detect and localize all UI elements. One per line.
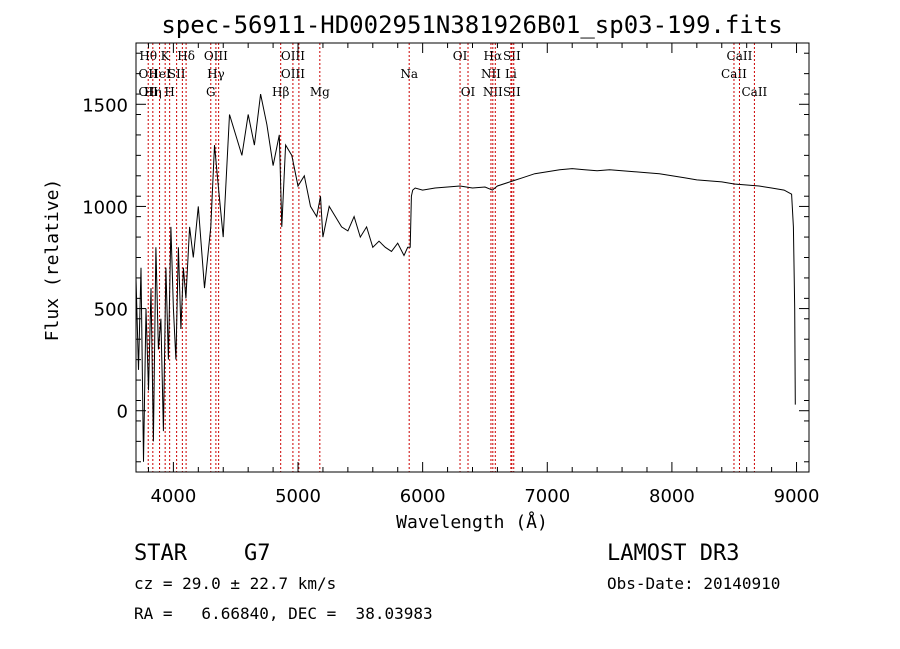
plot-frame: [135, 42, 810, 473]
line-marker-label: OI: [453, 49, 468, 63]
line-marker-label: CaII: [741, 85, 767, 99]
object-class: STAR: [134, 541, 188, 566]
line-marker-label: CaII: [721, 67, 747, 81]
flux-series-line: [135, 93, 796, 462]
line-marker-label: SII: [503, 85, 521, 99]
x-tick-label: 9000: [774, 486, 820, 507]
line-marker-label: Hγ: [207, 67, 225, 81]
line-marker-label: K: [161, 49, 171, 63]
line-marker-label: SII: [168, 67, 186, 81]
line-marker-label: OIII: [281, 67, 305, 81]
x-tick-label: 4000: [150, 486, 196, 507]
line-marker-label: Li: [505, 67, 517, 81]
chart-title: spec-56911-HD002951N381926B01_sp03-199.f…: [161, 11, 782, 39]
spectral-subclass: G7: [244, 541, 271, 566]
line-marker-label: G: [206, 85, 216, 99]
y-tick-label: 1500: [82, 95, 128, 116]
line-marker-label: NII: [481, 67, 501, 81]
line-marker-label: OI: [461, 85, 476, 99]
x-tick-label: 8000: [649, 486, 695, 507]
x-tick-label: 7000: [524, 486, 570, 507]
axis-ticks: 4000 5000 6000 7000 8000 9000 0 500 1000 1500: [82, 43, 819, 507]
x-tick-label: 6000: [400, 486, 446, 507]
line-marker-label: Na: [400, 67, 418, 81]
survey-name: LAMOST DR3: [607, 541, 739, 566]
y-tick-label: 500: [94, 300, 128, 321]
line-marker-label: Hβ: [272, 85, 289, 99]
coordinates: RA = 6.66840, DEC = 38.03983: [134, 604, 433, 623]
line-marker-label: OIII: [204, 49, 228, 63]
line-marker-label: NII: [483, 85, 503, 99]
line-marker-label: Hη: [144, 85, 162, 99]
line-marker-label: HeI: [148, 67, 171, 81]
line-marker-label: CaII: [727, 49, 753, 63]
line-marker-label: OIII: [281, 49, 305, 63]
y-tick-label: 1000: [82, 197, 128, 218]
y-axis-label: Flux (relative): [42, 179, 63, 342]
line-marker-label: SII: [503, 49, 521, 63]
redshift-value: cz = 29.0 ± 22.7 km/s: [134, 574, 336, 593]
x-axis-label: Wavelength (Å): [396, 511, 548, 533]
y-tick-label: 0: [117, 402, 128, 423]
line-marker-label: Hθ: [139, 49, 157, 63]
obs-date: Obs-Date: 20140910: [607, 574, 780, 593]
spectral-line-markers: HθOIIOIIHηHeIKHSIIHδGOIIIHγHβOIIIOIIIMgN…: [139, 43, 768, 472]
line-marker-label: OII: [139, 67, 159, 81]
line-marker-label: Mg: [310, 85, 330, 99]
line-marker-label: H: [164, 85, 174, 99]
line-marker-label: Hα: [484, 49, 503, 63]
x-tick-label: 5000: [275, 486, 321, 507]
line-marker-label: Hδ: [177, 49, 195, 63]
